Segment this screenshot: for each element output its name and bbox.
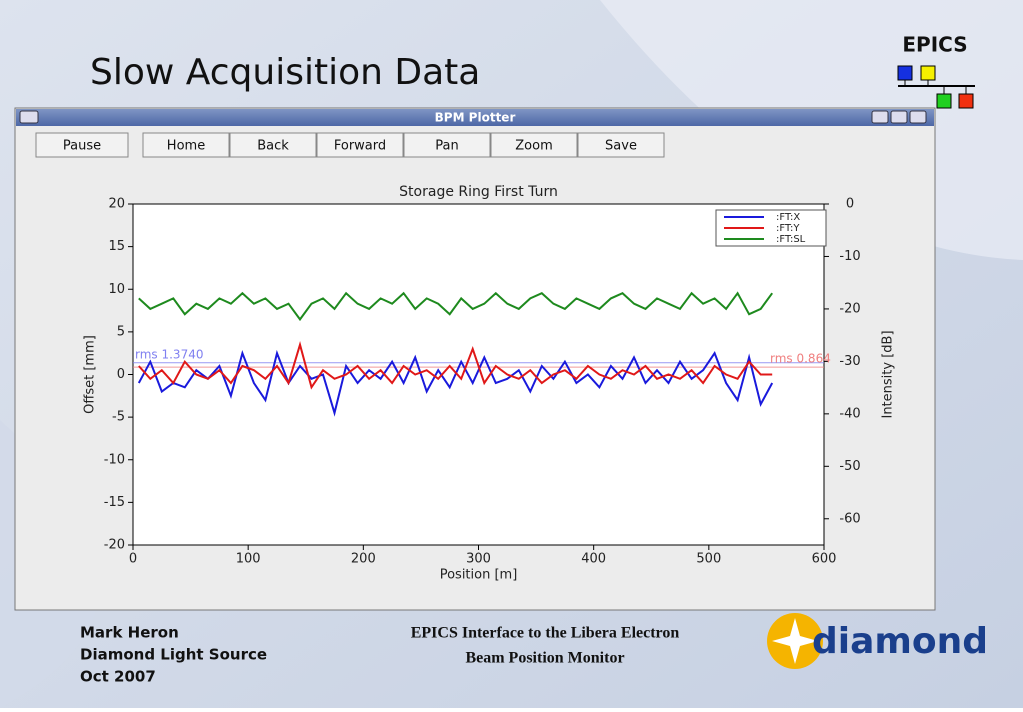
- x-tick-label: 300: [466, 552, 491, 567]
- window-title: BPM Plotter: [435, 111, 516, 125]
- maximize[interactable]: [890, 110, 908, 124]
- logo-text: EPICS: [902, 33, 967, 57]
- x-tick-label: 500: [696, 552, 721, 567]
- toolbar-button[interactable]: Home: [142, 132, 230, 158]
- button-label[interactable]: Pan: [435, 139, 458, 154]
- y2-tick-label: 0: [846, 197, 854, 212]
- minimize[interactable]: [871, 110, 889, 124]
- y-tick-label: 10: [108, 282, 125, 297]
- rms-label: rms 0.864: [770, 352, 831, 366]
- series-line: [138, 291, 774, 322]
- button-label[interactable]: Home: [167, 139, 205, 154]
- button-face[interactable]: [490, 132, 578, 158]
- y-tick-label: 0: [117, 367, 125, 382]
- close[interactable]: [909, 110, 927, 124]
- rms-label: rms 1.3740: [135, 347, 203, 361]
- button-label[interactable]: Back: [257, 139, 289, 154]
- title-bar: [16, 109, 934, 126]
- legend-label: :FT:SL: [776, 234, 806, 245]
- chart-title: Storage Ring First Turn: [399, 184, 558, 200]
- y2-tick-label: -50: [839, 459, 860, 474]
- series-line: [137, 349, 774, 417]
- y-tick-label: -5: [112, 410, 125, 425]
- button-label[interactable]: Pause: [63, 139, 101, 154]
- y2-tick-label: -60: [839, 511, 860, 526]
- toolbar-button[interactable]: Zoom: [490, 132, 578, 158]
- y-tick-label: -10: [104, 452, 125, 467]
- x-tick-label: 0: [129, 552, 137, 567]
- x-tick-label: 100: [236, 552, 261, 567]
- legend-label: :FT:X: [776, 212, 800, 223]
- y2-tick-label: -20: [839, 301, 860, 316]
- talk-line: EPICS Interface to the Libera Electron: [411, 625, 680, 642]
- y-tick-label: 20: [108, 197, 125, 212]
- x-tick-label: 400: [581, 552, 606, 567]
- button-face[interactable]: [403, 132, 491, 158]
- y2-tick-label: -30: [839, 354, 860, 369]
- y2-axis-label: Intensity [dB]: [881, 330, 896, 418]
- slide-title: Slow Acquisition Data: [90, 52, 480, 93]
- window-menu[interactable]: [19, 110, 39, 124]
- diamond-logo: [767, 613, 823, 669]
- brand: diamond: [812, 621, 988, 662]
- footer: Mark Heron Diamond Light Source Oct 2007 EP…: [80, 624, 679, 686]
- y-axis-label: Offset [mm]: [83, 335, 98, 414]
- toolbar-button[interactable]: Save: [577, 132, 665, 158]
- button-face[interactable]: [577, 132, 665, 158]
- y-tick-label: -15: [104, 495, 125, 510]
- toolbar-button[interactable]: Forward: [316, 132, 404, 158]
- y-tick-label: 15: [108, 239, 125, 254]
- button-label[interactable]: Zoom: [515, 139, 552, 154]
- author-line: Oct 2007: [80, 668, 156, 686]
- author-line: Diamond Light Source: [80, 646, 267, 664]
- x-axis-label: Position [m]: [440, 568, 518, 583]
- y-tick-label: 5: [117, 324, 125, 339]
- legend-label: :FT:Y: [776, 223, 800, 234]
- y2-tick-label: -10: [839, 249, 860, 264]
- button-face[interactable]: [35, 132, 129, 158]
- talk-line: Beam Position Monitor: [465, 650, 624, 667]
- y-tick-label: -20: [104, 538, 125, 553]
- button-face[interactable]: [316, 132, 404, 158]
- author-line: Mark Heron: [80, 624, 179, 642]
- toolbar-button[interactable]: Back: [229, 132, 317, 158]
- button-label[interactable]: Forward: [334, 139, 386, 154]
- epics-logo: [897, 65, 975, 109]
- series-line: [138, 341, 773, 390]
- x-tick-label: 200: [351, 552, 376, 567]
- y2-tick-label: -40: [839, 406, 860, 421]
- button-label[interactable]: Save: [605, 139, 637, 154]
- button-face[interactable]: [142, 132, 230, 158]
- x-tick-label: 600: [812, 552, 837, 567]
- toolbar-button[interactable]: Pause: [35, 132, 129, 158]
- button-face[interactable]: [229, 132, 317, 158]
- toolbar-button[interactable]: Pan: [403, 132, 491, 158]
